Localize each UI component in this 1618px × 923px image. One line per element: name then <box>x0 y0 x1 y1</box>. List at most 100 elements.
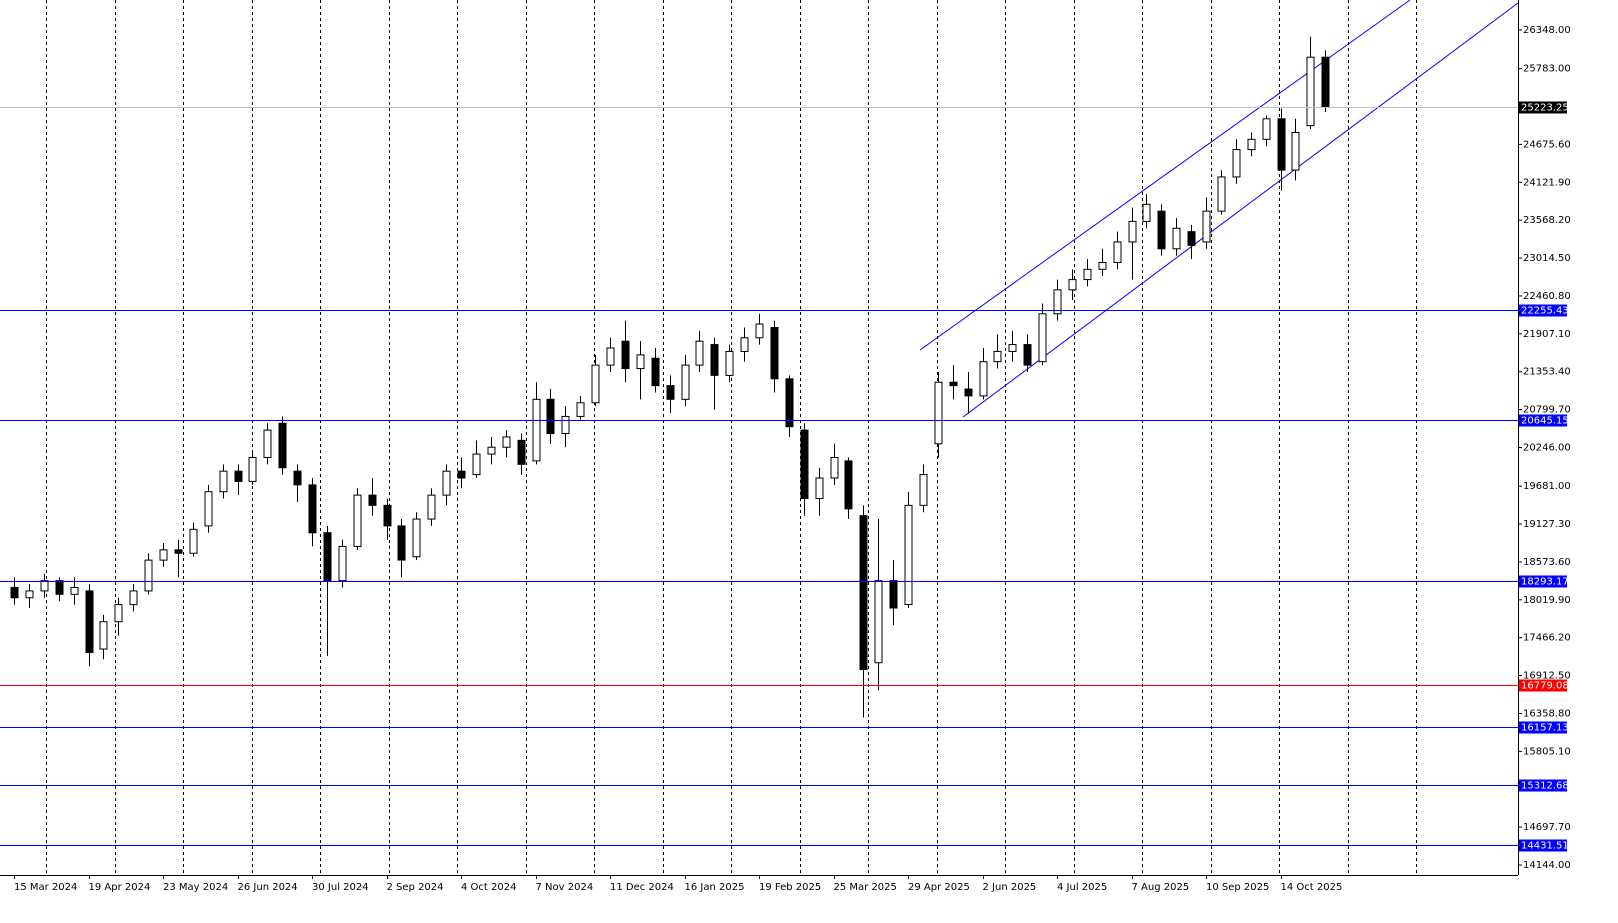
x-tick-label: 2 Jun 2025 <box>983 882 1037 893</box>
candle-body <box>1008 344 1017 352</box>
x-tick-label: 15 Mar 2024 <box>14 882 77 893</box>
candle-body <box>636 354 645 370</box>
candle-body <box>1247 138 1256 151</box>
candle-body <box>576 402 585 417</box>
y-tick-label: 22460.80 <box>1523 291 1571 302</box>
candle-body <box>889 580 898 609</box>
candle-body <box>144 559 153 592</box>
candle-body <box>1202 210 1211 243</box>
candle-body <box>1023 344 1032 366</box>
candle-body <box>666 385 675 400</box>
price-level-label: 16779.08 <box>1521 681 1569 692</box>
candle-body <box>129 590 138 606</box>
channel-lower <box>962 2 1519 418</box>
candle-body <box>248 456 257 482</box>
x-tick-label: 25 Mar 2025 <box>834 882 897 893</box>
y-tick-label: 26348.00 <box>1523 25 1571 36</box>
y-tick-label: 23014.50 <box>1523 253 1571 264</box>
y-tick-label: 18573.60 <box>1523 557 1571 568</box>
candle-body <box>919 474 928 506</box>
candle-body <box>546 398 555 435</box>
candle-body <box>859 515 868 671</box>
candle-body <box>10 586 19 599</box>
candle-body <box>1172 227 1181 250</box>
candle-body <box>1098 261 1107 270</box>
candle-body <box>606 347 615 366</box>
candle-body <box>964 388 973 397</box>
y-tick-label: 24675.60 <box>1523 139 1571 150</box>
price-level-box <box>1519 101 1567 114</box>
candle-body <box>830 456 839 479</box>
x-tick-label: 2 Sep 2024 <box>387 882 444 893</box>
price-level-box <box>1519 679 1567 692</box>
candle-body <box>561 415 570 435</box>
price-level-label: 15312.68 <box>1521 781 1569 792</box>
x-tick-label: 26 Jun 2024 <box>238 882 298 893</box>
y-tick-label: 19681.00 <box>1523 481 1571 492</box>
candle-body <box>114 604 123 623</box>
x-tick-label: 7 Nov 2024 <box>536 882 594 893</box>
price-level-box <box>1519 839 1567 852</box>
candle-body <box>1068 279 1077 291</box>
candle-body <box>189 528 198 554</box>
candle-body <box>353 494 362 547</box>
candle-body <box>263 429 272 458</box>
candle-body <box>159 549 168 561</box>
x-tick-label: 7 Aug 2025 <box>1132 882 1190 893</box>
candle-body <box>457 470 466 479</box>
candle-body <box>1053 289 1062 315</box>
candle-body <box>338 545 347 582</box>
candle-body <box>815 477 824 500</box>
candle-body <box>800 429 809 500</box>
candle-body <box>204 491 213 527</box>
candle-body <box>427 494 436 520</box>
candle-body <box>1038 313 1047 363</box>
candle-body <box>993 350 1002 363</box>
x-tick-label: 14 Oct 2025 <box>1281 882 1343 893</box>
price-level-box <box>1519 575 1567 588</box>
candle-body <box>874 580 883 664</box>
y-tick-label: 16358.80 <box>1523 708 1571 719</box>
price-level-label: 18293.17 <box>1521 577 1569 588</box>
x-tick-label: 10 Sep 2025 <box>1206 882 1269 893</box>
candle-body <box>621 340 630 370</box>
price-level-label: 25223.25 <box>1521 103 1569 114</box>
candle-body <box>979 361 988 397</box>
candle-body <box>442 470 451 496</box>
candle-body <box>695 340 704 366</box>
y-tick-label: 16912.50 <box>1523 671 1571 682</box>
candle-body <box>710 344 719 376</box>
candle-body <box>25 590 34 599</box>
candle-body <box>323 532 332 582</box>
x-tick-label: 4 Oct 2024 <box>461 882 516 893</box>
candle-body <box>1113 241 1122 263</box>
x-tick-label: 19 Apr 2024 <box>89 882 151 893</box>
candle-body <box>1083 268 1092 281</box>
candle-body <box>1217 176 1226 212</box>
y-tick-label: 14144.00 <box>1523 860 1571 871</box>
candle-body <box>1321 56 1330 108</box>
y-tick-label: 17466.20 <box>1523 633 1571 644</box>
candle-body <box>70 586 79 595</box>
x-tick-label: 11 Dec 2024 <box>610 882 674 893</box>
candle-body <box>517 439 526 465</box>
candle-body <box>174 549 183 554</box>
x-tick-label: 16 Jan 2025 <box>685 882 745 893</box>
y-tick-label: 24121.90 <box>1523 177 1571 188</box>
candle-body <box>55 580 64 595</box>
y-tick-label: 15805.10 <box>1523 746 1571 757</box>
candle-body <box>651 357 660 387</box>
price-level-label: 14431.51 <box>1521 841 1569 852</box>
candle-body <box>1232 149 1241 178</box>
candle-body <box>383 504 392 527</box>
y-tick-label: 25783.00 <box>1523 64 1571 75</box>
x-tick-label: 23 May 2024 <box>163 882 228 893</box>
x-tick-label: 4 Jul 2025 <box>1057 882 1107 893</box>
price-level-label: 20645.15 <box>1521 416 1569 427</box>
candle-body <box>308 484 317 534</box>
candle-body <box>397 525 406 561</box>
x-tick-label: 30 Jul 2024 <box>312 882 369 893</box>
y-tick-label: 18019.90 <box>1523 595 1571 606</box>
candle-body <box>234 470 243 482</box>
